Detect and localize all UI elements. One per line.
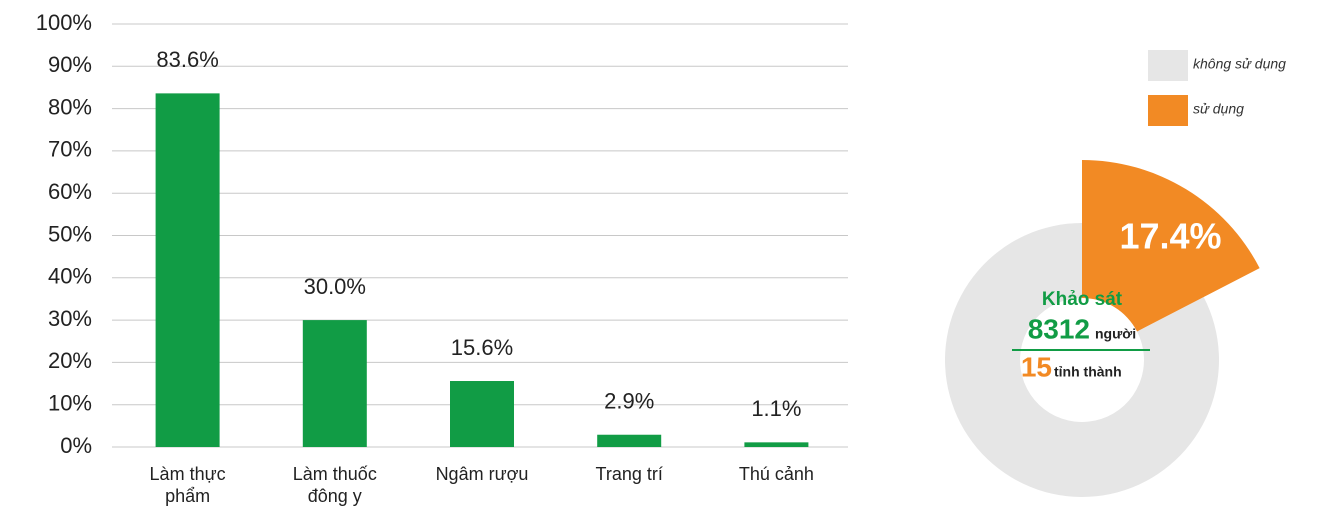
y-tick-label: 100% [36,10,92,35]
province-count: 15 [1021,351,1052,382]
bar [450,381,514,447]
survey-count: 8312 [1028,313,1090,344]
value-label: 83.6% [156,47,218,72]
value-label: 2.9% [604,389,654,414]
y-tick-label: 50% [48,221,92,246]
y-tick-label: 90% [48,52,92,77]
legend-swatch [1148,95,1188,126]
value-label: 30.0% [304,274,366,299]
value-label: 1.1% [751,396,801,421]
y-tick-label: 80% [48,94,92,119]
survey-label: Khảo sát [1042,289,1123,310]
y-tick-label: 40% [48,264,92,289]
x-tick-label: Thú cảnh [739,464,814,484]
value-label: 15.6% [451,335,513,360]
legend-label: sử dụng [1193,101,1244,117]
bar [155,93,220,447]
donut-slice [945,223,1220,498]
y-tick-label: 0% [60,433,92,458]
legend-label: không sử dụng [1193,56,1286,72]
x-tick-label: Làm thuốc đông y [293,464,377,506]
survey-unit: người [1095,326,1136,342]
x-tick-label: Làm thực phẩm [150,464,226,506]
bar [744,442,809,447]
y-tick-label: 10% [48,391,92,416]
y-tick-label: 70% [48,137,92,162]
legend-swatch [1148,50,1188,81]
bar [302,320,367,447]
x-tick-label: Ngâm rượu [436,464,529,484]
slice-label: 17.4% [1119,216,1221,257]
y-tick-label: 30% [48,306,92,331]
x-tick-label: Trang trí [596,464,663,484]
donut-slice [1082,160,1260,332]
province-unit: tỉnh thành [1054,364,1122,380]
y-tick-label: 20% [48,348,92,373]
bar [597,434,662,447]
y-tick-label: 60% [48,179,92,204]
